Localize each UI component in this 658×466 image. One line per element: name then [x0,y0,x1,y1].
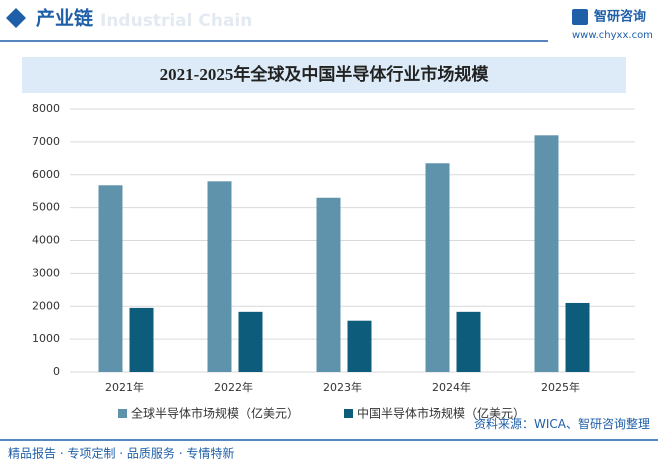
y-tick-label: 1000 [32,332,60,345]
legend-swatch [118,409,127,418]
y-tick-label: 2000 [32,299,60,312]
title-bar [22,57,626,93]
y-tick-label: 6000 [32,168,60,181]
bar [129,307,154,372]
y-tick-label: 4000 [32,234,60,247]
bar [456,311,481,372]
y-tick-label: 5000 [32,201,60,214]
y-tick-label: 0 [53,365,60,378]
x-tick-label: 2023年 [323,380,362,394]
bar [316,197,341,372]
y-tick-label: 8000 [32,102,60,115]
legend-label: 中国半导体市场规模（亿美元） [357,406,525,421]
x-tick-label: 2024年 [432,380,471,394]
header-icon [6,8,26,28]
chart-title: 2021-2025年全球及中国半导体行业市场规模 [160,64,490,84]
x-tick-label: 2025年 [541,380,580,394]
bar [207,181,232,372]
header-subtitle: Industrial Chain [100,11,252,31]
footer-source: 资料来源：WICA、智研咨询整理 [474,416,650,431]
website: www.chyxx.com [572,30,653,41]
x-tick-label: 2021年 [105,380,144,394]
header-title: 产业链 [36,7,93,30]
footer-slogan: 精品报告 · 专项定制 · 品质服务 · 专情特新 [8,446,234,461]
legend-label: 全球半导体市场规模（亿美元） [131,406,299,421]
bar [565,302,590,372]
logo-text: 智研咨询 [594,9,646,25]
plot: 0 1000 2000 3000 4000 5000 6000 7000 8000 2021年 20… [32,102,635,421]
bar [238,311,263,372]
logo-icon [572,9,588,25]
legend-swatch [344,409,353,418]
bar [347,320,372,372]
y-tick-label: 3000 [32,266,60,279]
x-tick-label: 2022年 [214,380,253,394]
y-tick-label: 7000 [32,135,60,148]
bar [98,185,123,372]
bar [534,135,559,372]
bar [425,163,450,372]
